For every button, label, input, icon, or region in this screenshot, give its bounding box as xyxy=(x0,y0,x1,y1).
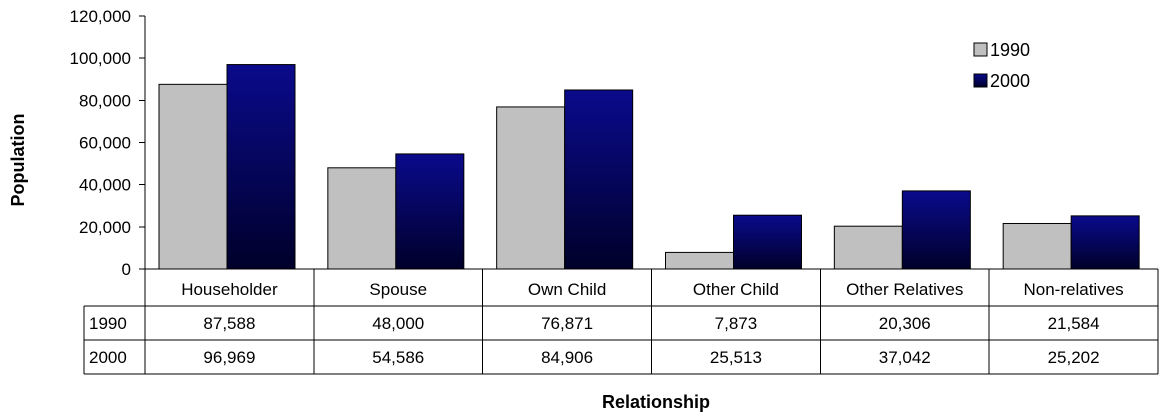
x-tick-label: Other Relatives xyxy=(846,280,963,299)
table-row-label: 1990 xyxy=(89,314,127,333)
y-tick-label: 0 xyxy=(122,260,131,279)
bar-2000-own-child xyxy=(564,89,634,270)
data-label: 37,042 xyxy=(879,348,931,367)
bars xyxy=(158,64,1140,270)
bar-2000-other-relatives xyxy=(901,190,971,270)
data-label: 48,000 xyxy=(372,314,424,333)
bar-2000-other-child xyxy=(733,214,802,270)
y-tick-label: 20,000 xyxy=(79,218,131,237)
bar-2000-non-relatives xyxy=(1070,215,1140,270)
x-tick-label: Householder xyxy=(181,280,278,299)
legend-swatch-1990 xyxy=(973,42,988,57)
y-axis-title: Population xyxy=(8,114,28,207)
data-label: 54,586 xyxy=(372,348,424,367)
bar-2000-householder xyxy=(226,64,296,270)
bar-1990-other-child xyxy=(665,251,734,270)
x-axis-title: Relationship xyxy=(602,392,710,412)
y-tick-label: 120,000 xyxy=(70,7,131,26)
data-label: 25,202 xyxy=(1048,348,1100,367)
bar-1990-own-child xyxy=(496,106,566,270)
x-tick-label: Own Child xyxy=(528,280,606,299)
data-label: 21,584 xyxy=(1048,314,1100,333)
bar-1990-householder xyxy=(158,83,228,270)
data-label: 84,906 xyxy=(541,348,593,367)
bar-1990-spouse xyxy=(327,167,397,270)
data-label: 25,513 xyxy=(710,348,762,367)
x-tick-label: Non-relatives xyxy=(1024,280,1124,299)
data-label: 87,588 xyxy=(203,314,255,333)
legend-swatch-2000 xyxy=(973,73,988,88)
data-table: Householder Spouse Own Child Other Child Oth… xyxy=(83,269,1159,375)
y-tick-label: 100,000 xyxy=(70,49,131,68)
y-tick-label: 80,000 xyxy=(79,91,131,110)
y-tick-labels: 0 20,000 40,000 60,000 80,000 100,000 120,000 xyxy=(70,7,145,279)
y-tick-label: 60,000 xyxy=(79,134,131,153)
legend-label-1990: 1990 xyxy=(990,40,1030,60)
bar-1990-other-relatives xyxy=(833,225,903,270)
data-label: 96,969 xyxy=(203,348,255,367)
data-label: 20,306 xyxy=(879,314,931,333)
x-tick-label: Spouse xyxy=(369,280,427,299)
data-label: 7,873 xyxy=(715,314,758,333)
bar-1990-non-relatives xyxy=(1002,222,1072,270)
table-row-label: 2000 xyxy=(89,348,127,367)
bar-2000-spouse xyxy=(395,153,465,270)
x-tick-label: Other Child xyxy=(693,280,779,299)
legend: 1990 2000 xyxy=(973,40,1030,91)
y-tick-label: 40,000 xyxy=(79,176,131,195)
legend-label-2000: 2000 xyxy=(990,71,1030,91)
data-label: 76,871 xyxy=(541,314,593,333)
